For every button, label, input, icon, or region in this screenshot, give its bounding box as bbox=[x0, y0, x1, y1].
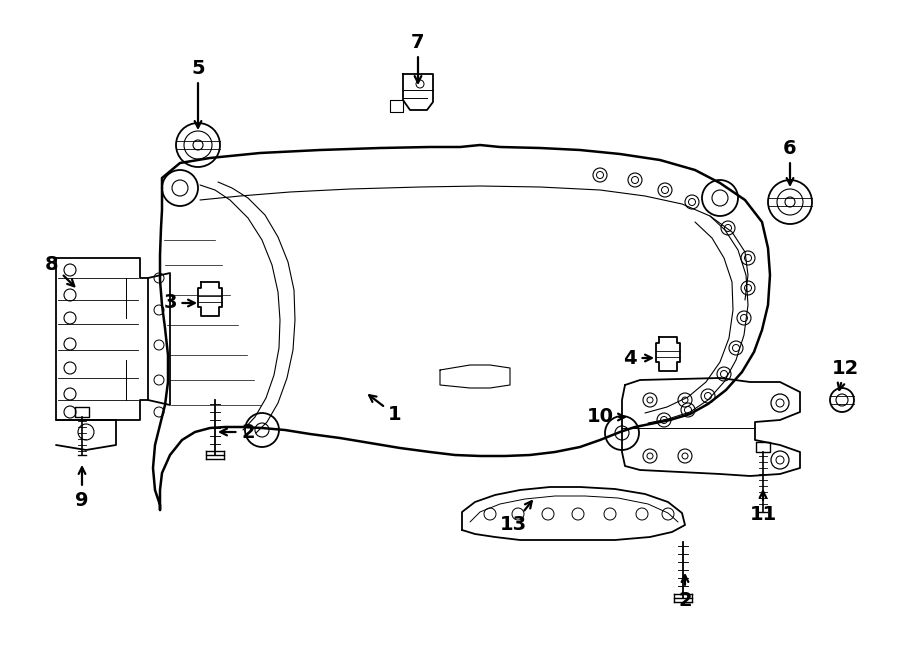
Text: 11: 11 bbox=[750, 491, 777, 524]
Text: 12: 12 bbox=[832, 359, 859, 390]
Text: 4: 4 bbox=[623, 348, 652, 367]
Text: 9: 9 bbox=[76, 467, 89, 510]
Text: 6: 6 bbox=[783, 138, 796, 185]
Text: 8: 8 bbox=[45, 254, 75, 286]
Text: 2: 2 bbox=[220, 422, 255, 442]
Text: 3: 3 bbox=[163, 293, 194, 312]
Text: 2: 2 bbox=[679, 575, 692, 610]
Text: 1: 1 bbox=[369, 395, 401, 424]
Text: 10: 10 bbox=[587, 408, 625, 426]
Text: 13: 13 bbox=[500, 501, 532, 534]
Text: 7: 7 bbox=[411, 32, 425, 83]
Text: 5: 5 bbox=[191, 58, 205, 128]
